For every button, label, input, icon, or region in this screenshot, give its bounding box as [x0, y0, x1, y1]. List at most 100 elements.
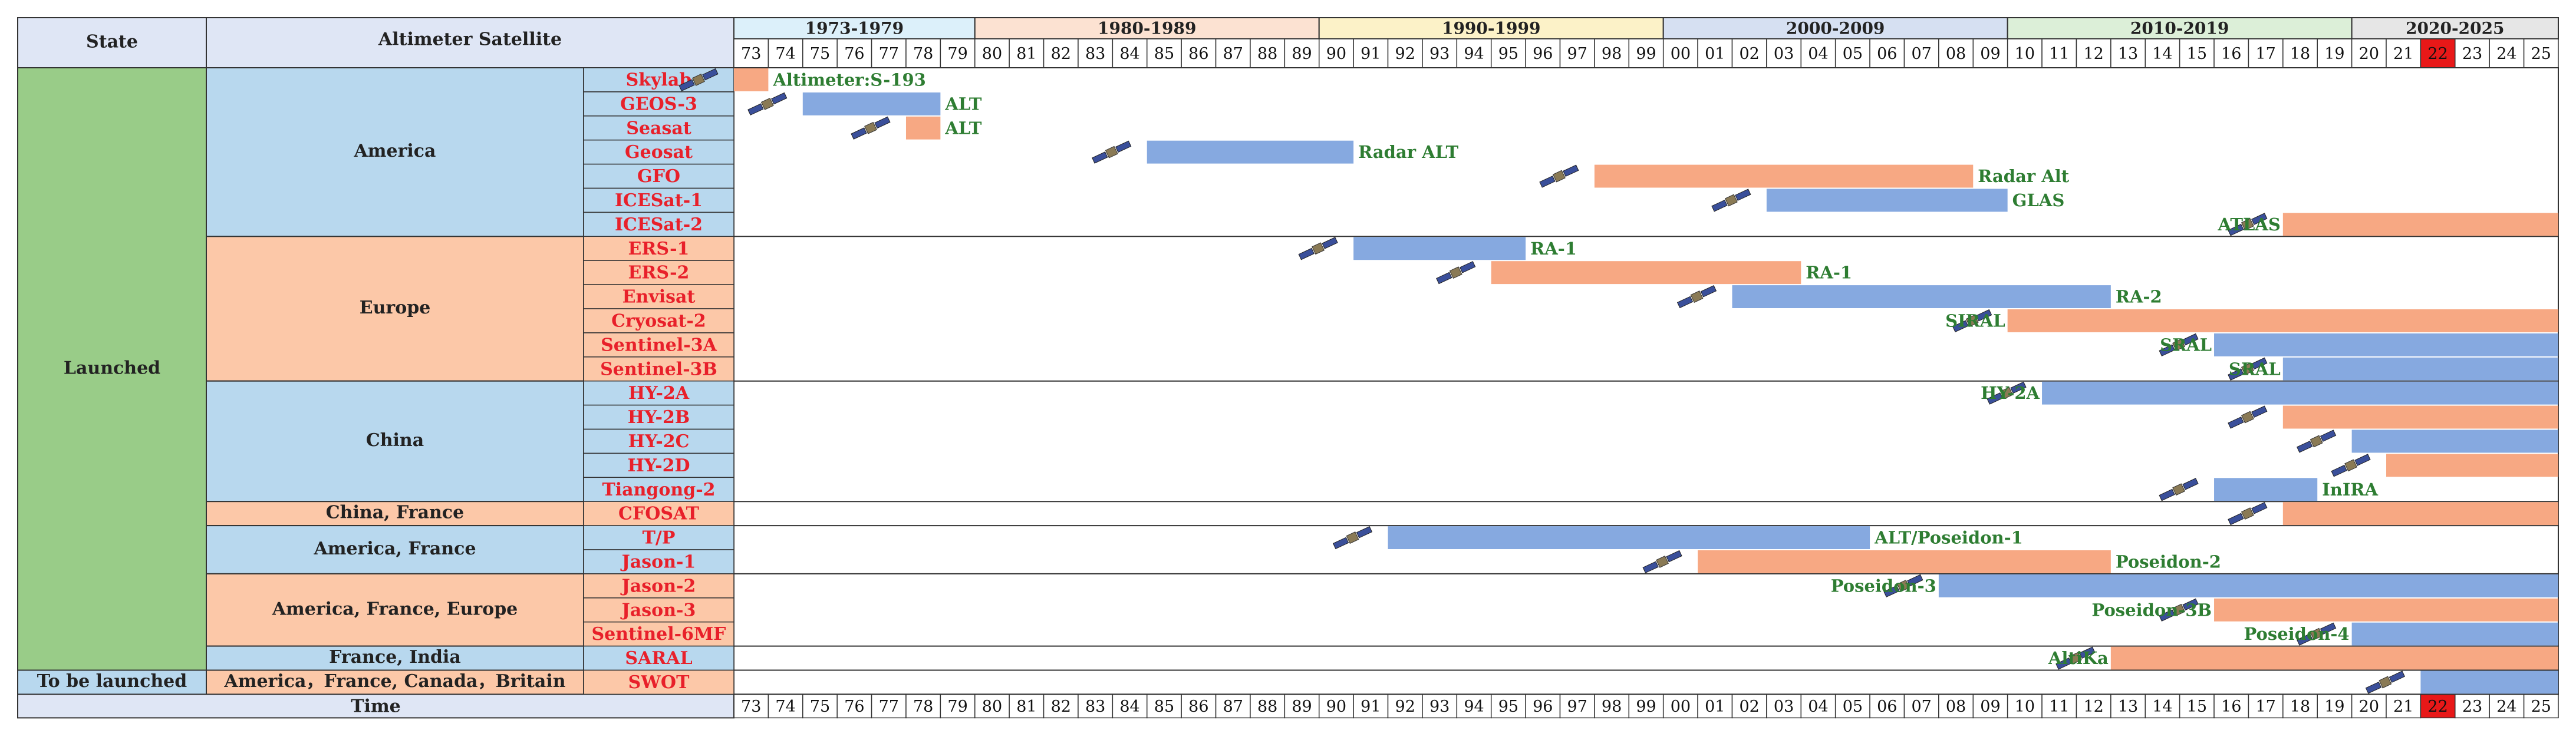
bottom-year-label-09: 09: [1980, 698, 2000, 716]
decade-label-4: 2010-2019: [2130, 19, 2229, 38]
satellite-icon: [2297, 430, 2337, 453]
satellite-icon: [1883, 574, 1923, 597]
top-year-label-17: 17: [2255, 45, 2275, 63]
top-year-cell-06: [1869, 38, 1905, 68]
satellite-name-21: Jason-2: [620, 576, 696, 596]
satellite-name-6: ICESat-2: [615, 214, 703, 235]
top-year-label-03: 03: [1774, 45, 1794, 63]
bottom-year-label-25: 25: [2531, 698, 2551, 716]
top-year-label-23: 23: [2462, 45, 2482, 63]
satellite-name-cell: [583, 308, 734, 333]
top-year-cell-13: [2110, 38, 2146, 68]
satellite-name-cell: [583, 187, 734, 213]
bottom-year-label-21: 21: [2393, 698, 2413, 716]
bottom-year-cell-80: [974, 693, 1010, 719]
top-year-cell-01: [1697, 38, 1733, 68]
bottom-year-label-80: 80: [982, 698, 1002, 716]
top-year-cell-09: [1972, 38, 2008, 68]
bottom-year-label-16: 16: [2221, 698, 2241, 716]
top-year-cell-23: [2455, 38, 2490, 68]
bottom-year-label-81: 81: [1016, 698, 1036, 716]
bottom-year-label-88: 88: [1257, 698, 1277, 716]
group-label-2: China: [366, 430, 424, 451]
top-year-label-75: 75: [810, 45, 830, 63]
satellite-header-label: Altimeter Satellite: [378, 29, 562, 50]
top-year-label-84: 84: [1119, 45, 1139, 63]
top-year-cell-00: [1662, 38, 1698, 68]
satellite-name-9: Envisat: [622, 287, 696, 308]
top-year-label-86: 86: [1188, 45, 1208, 63]
instrument-label-22: Poseidon-3B: [2091, 600, 2212, 620]
group-label-6: France, India: [329, 647, 461, 668]
lifetime-bar-3: [1147, 140, 1354, 164]
bottom-year-label-03: 03: [1774, 698, 1794, 716]
bottom-year-cell-79: [940, 693, 976, 719]
satellite-name-cell: [583, 501, 734, 526]
top-year-label-15: 15: [2187, 45, 2207, 63]
bottom-year-label-07: 07: [1911, 698, 1931, 716]
top-year-cell-87: [1215, 38, 1251, 68]
bottom-year-label-24: 24: [2496, 698, 2516, 716]
group-cell-1: [206, 236, 584, 382]
instrument-label-8: RA-1: [1806, 263, 1852, 283]
bottom-year-label-90: 90: [1326, 698, 1346, 716]
bottom-year-label-02: 02: [1740, 698, 1760, 716]
instrument-label-13: HY-2A: [1981, 383, 2040, 403]
satellite-icon: [1642, 550, 1682, 574]
top-year-label-14: 14: [2152, 45, 2172, 63]
bottom-year-cell-77: [871, 693, 907, 719]
bottom-year-cell-03: [1766, 693, 1802, 719]
lifetime-bar-0: [734, 68, 769, 91]
instrument-label-17: InIRA: [2322, 480, 2378, 500]
top-year-label-80: 80: [982, 45, 1002, 63]
top-year-cell-93: [1422, 38, 1458, 68]
satellite-name-10: Cryosat-2: [611, 310, 706, 331]
instrument-label-9: RA-2: [2116, 287, 2162, 307]
top-year-label-98: 98: [1602, 45, 1622, 63]
instrument-label-0: Altimeter:S-193: [772, 70, 925, 90]
top-year-cell-19: [2317, 38, 2353, 68]
instrument-label-6: ATLAS: [2217, 214, 2280, 234]
satellite-name-cell: [583, 573, 734, 599]
top-year-cell-10: [2007, 38, 2043, 68]
bottom-year-label-18: 18: [2290, 698, 2310, 716]
top-year-label-08: 08: [1946, 45, 1966, 63]
bottom-year-cell-09: [1972, 693, 2008, 719]
bottom-year-cell-22: [2420, 693, 2456, 719]
bottom-year-cell-13: [2110, 693, 2146, 719]
lifetime-bar-6: [2282, 213, 2558, 236]
instrument-label-19: ALT/Poseidon-1: [1874, 528, 2023, 548]
top-year-cell-76: [836, 38, 872, 68]
lifetime-bar-25: [2420, 670, 2558, 694]
top-year-label-04: 04: [1808, 45, 1828, 63]
satellite-name-20: Jason-1: [620, 551, 696, 572]
satellite-name-cell: [583, 597, 734, 623]
bottom-year-cell-85: [1147, 693, 1182, 719]
group-cell-5: [206, 573, 584, 647]
bottom-year-label-96: 96: [1533, 698, 1553, 716]
satellite-name-cell: [583, 428, 734, 454]
bottom-year-label-85: 85: [1154, 698, 1174, 716]
top-year-cell-91: [1353, 38, 1389, 68]
satellite-name-cell: [583, 212, 734, 237]
bottom-year-cell-14: [2145, 693, 2180, 719]
bottom-year-cell-73: [733, 693, 769, 719]
top-year-label-21: 21: [2393, 45, 2413, 63]
group-label-0: America: [353, 141, 436, 161]
state-label-0: Launched: [64, 358, 160, 378]
top-year-cell-17: [2248, 38, 2284, 68]
satellite-name-5: ICESat-1: [615, 190, 703, 211]
bottom-year-label-76: 76: [844, 698, 864, 716]
top-year-label-20: 20: [2359, 45, 2379, 63]
bottom-year-label-78: 78: [913, 698, 933, 716]
satellite-icon: [2159, 598, 2199, 622]
bottom-year-label-20: 20: [2359, 698, 2379, 716]
top-year-label-95: 95: [1498, 45, 1518, 63]
lifetime-bar-4: [1594, 164, 1974, 188]
bottom-year-label-06: 06: [1877, 698, 1897, 716]
state-header-cell: [17, 17, 207, 68]
top-year-cell-11: [2041, 38, 2077, 68]
lifetime-bar-20: [1698, 550, 2111, 573]
top-year-label-25: 25: [2531, 45, 2551, 63]
